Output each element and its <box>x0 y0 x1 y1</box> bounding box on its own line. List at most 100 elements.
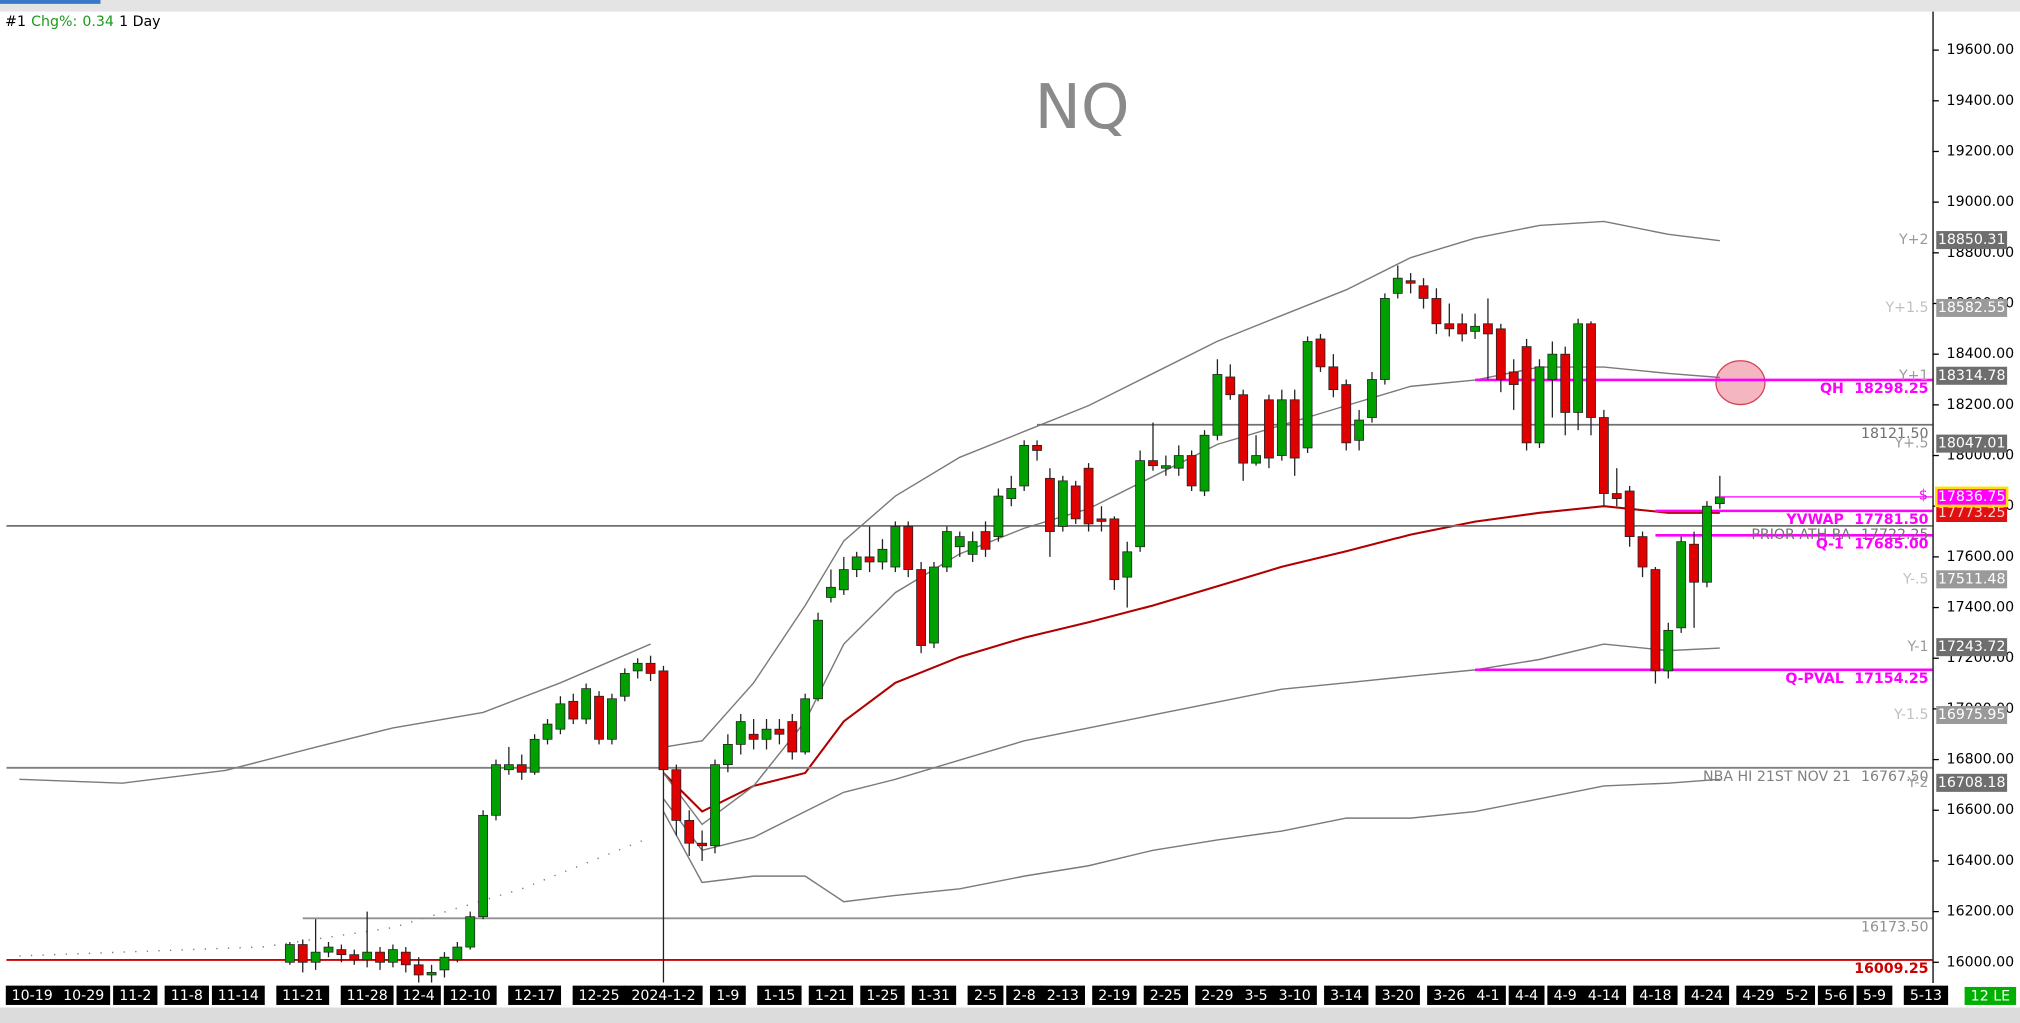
candle-body <box>1405 280 1416 284</box>
candle-body <box>710 764 720 847</box>
x-label-box <box>1427 985 1472 1005</box>
candle-body <box>1289 399 1300 459</box>
candle-body <box>1483 323 1493 335</box>
band-value-box <box>1936 705 2008 725</box>
x-label-box <box>1856 985 1893 1005</box>
level-name: PRIOR ATH RA <box>1751 527 1851 543</box>
candle-body <box>684 820 695 844</box>
candle-body <box>491 764 501 816</box>
candle-body <box>1225 376 1236 396</box>
footer-badge: 12 LE <box>1971 989 2010 1005</box>
candle-body <box>993 495 1004 537</box>
y-tick-label: 18400.00 <box>1947 346 2015 362</box>
candle-body <box>336 949 347 956</box>
x-tick-label: 11-21 <box>282 988 323 1004</box>
candle-body <box>671 769 682 821</box>
candle-body <box>1135 460 1146 548</box>
x-tick-label: 1-31 <box>918 988 950 1004</box>
candle-body <box>826 586 836 598</box>
candle-body <box>967 541 978 555</box>
band-value: 18582.55 <box>1938 300 2006 316</box>
chart-id: #1 <box>5 14 26 30</box>
level-name: QH <box>1820 381 1844 397</box>
candle-body <box>284 944 295 963</box>
x-tick-label: 3-26 <box>1433 988 1465 1004</box>
x-tick-label: 1-9 <box>716 988 739 1004</box>
candle-body <box>658 670 669 771</box>
candle-body <box>297 944 308 963</box>
candle-body <box>748 733 759 740</box>
x-tick-label: 1-21 <box>815 988 847 1004</box>
x-tick-label: 2-13 <box>1047 988 1079 1004</box>
candle-body <box>1444 323 1455 330</box>
x-label-box <box>1684 985 1730 1005</box>
y-tick-label: 16000.00 <box>1947 954 2015 970</box>
level-value: 18121.50 <box>1861 426 1929 442</box>
top-bar <box>0 0 2020 12</box>
level-label: Q-1 17685.00 <box>1816 536 1929 552</box>
candle-body <box>413 964 424 976</box>
footer-badge-box <box>1964 986 2017 1005</box>
y-tick-label: 19600.00 <box>1947 42 2015 58</box>
y-tick-label: 19400.00 <box>1947 93 2015 109</box>
candle-body <box>1508 371 1519 385</box>
candle-body <box>800 698 811 753</box>
x-tick-label: 4-18 <box>1639 988 1671 1004</box>
last-price: 17836.75 <box>1938 489 2006 505</box>
x-label-box <box>1143 985 1189 1005</box>
candle-body <box>1367 379 1377 418</box>
candle-body <box>929 566 939 644</box>
candle-body <box>529 738 540 773</box>
candle-body <box>426 972 437 976</box>
x-tick-label: 10-29 <box>63 988 104 1004</box>
band-name: Y-2 <box>1906 775 1928 791</box>
candle-body <box>516 764 527 773</box>
x-tick-label: 12-17 <box>514 988 555 1004</box>
x-tick-label: 12-4 <box>403 988 435 1004</box>
candle-body <box>645 662 656 674</box>
band-value: 18850.31 <box>1938 232 2006 248</box>
candle-body <box>1637 536 1648 568</box>
x-label-box <box>1195 985 1240 1005</box>
candle-body <box>787 721 798 753</box>
level-label: PRIOR ATH RA 17722.25 <box>1751 527 1928 543</box>
x-tick-label: 3-14 <box>1330 988 1362 1004</box>
candle-body <box>1702 505 1712 583</box>
x-tick-label: 12-25 <box>578 988 619 1004</box>
level-label: 16173.50 <box>1861 919 1929 935</box>
x-label-box <box>1470 985 1506 1005</box>
candle-body <box>1083 467 1094 525</box>
candle-body <box>761 728 772 740</box>
y-tick-label: 17600.00 <box>1947 549 2015 565</box>
candle-body <box>503 764 514 771</box>
x-tick-label: 4-4 <box>1515 988 1538 1004</box>
candle-body <box>452 946 463 961</box>
candle-body <box>465 916 476 948</box>
candle-body <box>813 619 823 700</box>
candle-body <box>877 548 888 563</box>
level-label: QH 18298.25 <box>1820 381 1929 397</box>
x-label-box <box>1324 985 1369 1005</box>
candle-body <box>697 842 707 847</box>
candle-body <box>1160 465 1171 469</box>
candle-body <box>774 728 785 735</box>
candle-body <box>400 951 411 966</box>
band-value-box <box>1936 638 2008 657</box>
candle-body <box>838 569 849 591</box>
ma-value: 17773.25 <box>1938 505 2006 521</box>
x-tick-label: 5-9 <box>1863 988 1886 1004</box>
x-label-box <box>572 985 626 1005</box>
band-value: 17243.72 <box>1938 639 2006 655</box>
candle-body <box>1354 419 1365 441</box>
x-label-box <box>1736 985 1781 1005</box>
level-value: 16767.50 <box>1861 769 1929 785</box>
x-label-box <box>757 985 802 1005</box>
x-tick-label: 11-14 <box>218 988 259 1004</box>
candle-body <box>581 688 592 720</box>
x-label-box <box>1817 985 1854 1005</box>
x-tick-label: 4-14 <box>1588 988 1620 1004</box>
band-name: Y-1.5 <box>1893 707 1929 723</box>
x-tick-label: 2-25 <box>1150 988 1182 1004</box>
band-value-box <box>1936 773 2008 792</box>
